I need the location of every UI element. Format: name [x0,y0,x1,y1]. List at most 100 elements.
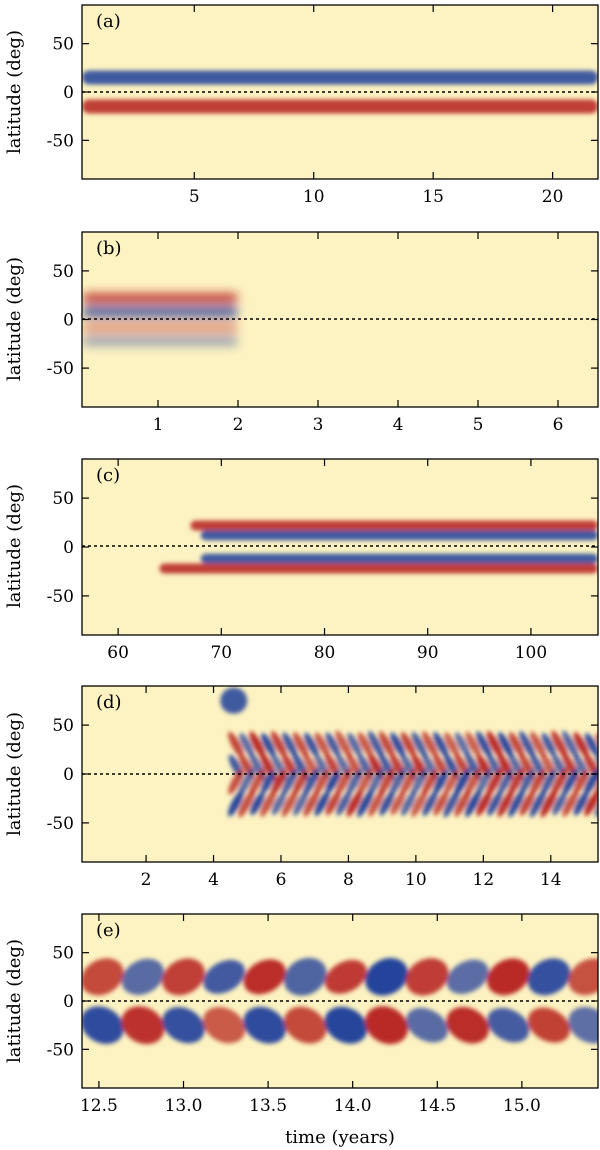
heatmap-cell [324,1006,368,1044]
heatmap-cell [568,958,598,996]
heatmap-band [82,322,238,333]
y-tick-label: 50 [52,944,74,964]
x-tick-label: 12 [473,870,495,890]
heatmap-cell [433,731,449,758]
panel-label-d: (d) [96,692,122,713]
heatmap-cell [487,790,503,817]
heatmap-cell [444,769,459,794]
heatmap-cell [476,731,492,759]
heatmap-cell [411,789,428,818]
panel-label-c: (c) [96,465,120,486]
heatmap-cell [378,768,395,796]
heatmap-cell [551,768,568,796]
x-tick-label: 5 [189,187,200,207]
heatmap-cell [335,730,352,759]
x-tick-label: 10 [303,187,325,207]
y-tick-label: -50 [47,587,74,607]
y-tick-label: 0 [63,83,74,103]
y-tick-label: -50 [47,131,74,151]
heatmap-cell [411,768,428,796]
xlabel-e: time (years) [285,1127,395,1148]
x-tick-label: 14.0 [334,1096,372,1116]
heatmap-cell [454,732,470,758]
heatmap-cell [584,732,598,757]
heatmap-cell [454,767,471,796]
heatmap-fields-a [82,70,598,114]
y-tick-label: 0 [63,538,74,558]
heatmap-bg-c [82,459,598,635]
heatmap-cell [357,789,374,818]
heatmap-cell [261,733,276,757]
heatmap-band [82,335,238,346]
heatmap-cell [568,1006,598,1044]
heatmap-cell [314,790,330,817]
x-tick-label: 8 [343,870,354,890]
x-tick-label: 3 [313,415,324,435]
heatmap-cell [82,958,124,996]
heatmap-cell [573,731,589,758]
heatmap-cell [541,732,556,757]
ylabel-e: latitude (deg) [4,939,25,1063]
y-tick-label: -50 [47,814,74,834]
y-tick-label: 0 [63,311,74,331]
heatmap-cell [250,791,265,816]
x-tick-label: 60 [107,643,129,663]
heatmap-cell [527,1007,571,1043]
ylabel-a: latitude (deg) [4,30,25,154]
panel-label-b: (b) [96,238,122,259]
heatmap-cell [260,769,276,794]
x-tick-label: 6 [276,870,287,890]
frame-c [81,458,599,636]
heatmap-fields-b [82,293,238,346]
heatmap-cell [283,957,327,996]
heatmap-cell [367,730,385,759]
heatmap-cell [336,791,352,816]
heatmap-cell [389,767,406,796]
heatmap-cell [508,768,525,796]
heatmap-cell [422,790,438,817]
heatmap-cell [357,768,374,796]
heatmap-cell [405,958,449,996]
x-tick-label: 6 [553,415,564,435]
heatmap-cell [357,732,373,758]
y-tick-label: 0 [63,992,74,1012]
heatmap-cell [497,769,514,795]
heatmap-cell [121,1006,165,1045]
x-tick-label: 80 [314,643,336,663]
x-tick-label: 100 [515,643,547,663]
heatmap-cell [293,790,309,816]
heatmap-cell [562,730,579,759]
heatmap-band [82,70,598,85]
heatmap-cell [433,769,449,795]
heatmap-band [159,563,598,574]
panel-b: 50 0 -50 1 2 3 4 5 6 (b) latitude (deg) [4,231,599,435]
heatmap-cell [422,731,438,759]
heatmap-cell [303,768,320,796]
heatmap-band [82,306,238,317]
heatmap-cell [552,791,567,816]
heatmap-cell [378,731,395,759]
heatmap-cell [227,790,244,817]
heatmap-cell [228,731,244,758]
heatmap-cell [203,959,246,994]
heatmap-cell [476,790,492,817]
heatmap-cell [464,767,482,796]
ticks-b: 50 0 -50 1 2 3 4 5 6 [47,232,598,435]
heatmap-cell [519,730,536,759]
heatmap-cell [347,732,362,757]
heatmap-cell [314,769,330,795]
heatmap-d [82,686,598,862]
heatmap-cell [281,789,298,817]
y-tick-label: 50 [52,716,74,736]
heatmap-fields-c [159,520,598,574]
heatmap-cell [540,789,557,818]
heatmap-cell [121,958,165,995]
x-tick-label: 13.5 [249,1096,287,1116]
heatmap-band [200,553,598,564]
y-tick-label: 0 [63,765,74,785]
heatmap-cell [487,958,530,996]
ticks-c: 50 0 -50 60 70 80 90 100 [47,459,598,663]
heatmap-cell [573,790,589,816]
heatmap-cell [508,731,524,758]
heatmap-cell [497,789,514,818]
